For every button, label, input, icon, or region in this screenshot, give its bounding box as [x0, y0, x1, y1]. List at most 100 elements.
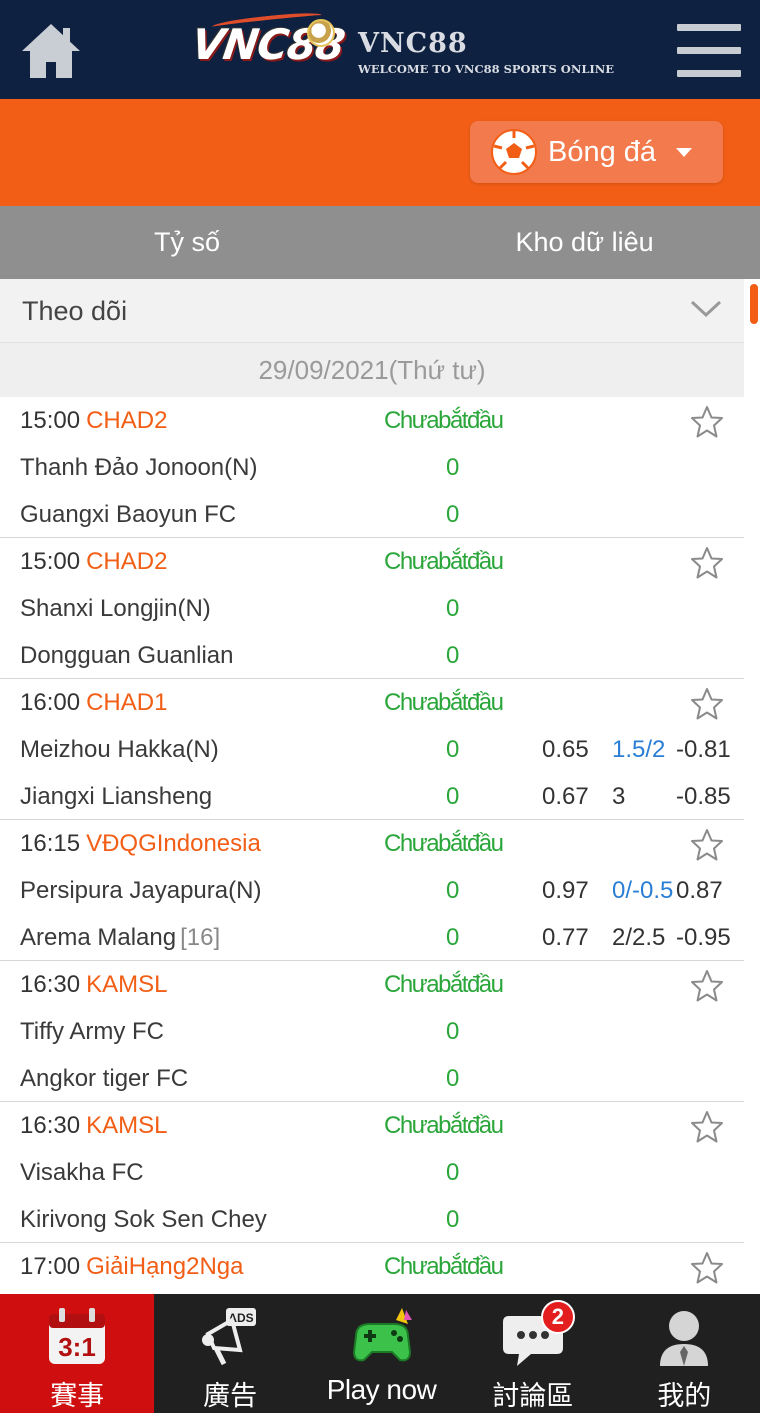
home-team-name[interactable]: Shanxi Longjin(N)	[20, 595, 211, 622]
tab-scores[interactable]: Tỷ số	[154, 227, 221, 257]
nav-ads[interactable]: ADS 廣告	[154, 1294, 305, 1413]
home-team-line: Tiffy Army FC	[20, 1018, 168, 1046]
home-score: 0	[446, 595, 460, 622]
match-row[interactable]: 16:30 KAMSL Chưabắtđầu Visakha FC 0 Kirivong …	[0, 1102, 744, 1243]
nav-forum[interactable]: 2 討論區	[457, 1294, 608, 1413]
odds-away-2[interactable]: -0.95	[676, 924, 731, 951]
away-team-line: Dongguan Guanlian	[20, 642, 238, 670]
home-team-name[interactable]: Visakha FC	[20, 1159, 144, 1186]
main-tabs: Tỷ số Kho dữ liêu	[0, 206, 760, 279]
nav-play-now[interactable]: Play now	[306, 1294, 457, 1413]
nav-profile[interactable]: 我的	[609, 1294, 760, 1413]
chevron-down-icon	[690, 300, 722, 318]
home-team-line: Meizhou Hakka(N)	[20, 736, 223, 764]
odds-away-handicap[interactable]: 3	[612, 783, 626, 810]
league-name[interactable]: CHAD2	[86, 548, 168, 575]
user-profile-icon	[652, 1306, 716, 1368]
odds-away-1[interactable]: 0.67	[542, 783, 589, 810]
home-team-line: Visakha FC	[20, 1159, 148, 1187]
away-score: 0	[446, 924, 460, 951]
nav-label: 我的	[657, 1381, 712, 1412]
match-time: 16:00	[20, 689, 81, 716]
favorite-star-icon[interactable]	[690, 828, 724, 862]
home-team-name[interactable]: Persipura Jayapura(N)	[20, 877, 262, 904]
logo-tagline: WELCOME TO VNC88 SPORTS ONLINE	[358, 62, 615, 76]
match-header: 16:15 VĐQGIndonesia	[20, 830, 261, 858]
favorite-star-icon[interactable]	[690, 687, 724, 721]
favorite-star-icon[interactable]	[690, 405, 724, 439]
away-team-name[interactable]: Kirivong Sok Sen Chey	[20, 1206, 267, 1233]
away-team-line: Jiangxi Liansheng	[20, 783, 216, 811]
odds-away-1[interactable]: 0.77	[542, 924, 589, 951]
match-header: 16:30 KAMSL	[20, 1112, 167, 1140]
date-header: 29/09/2021(Thứ tư)	[0, 343, 744, 397]
calendar-score-text: 3:1	[58, 1332, 96, 1362]
away-team-line: Kirivong Sok Sen Chey	[20, 1206, 271, 1234]
away-team-name[interactable]: Guangxi Baoyun FC	[20, 501, 237, 528]
calendar-score-icon: 3:1	[45, 1306, 109, 1368]
home-score: 0	[446, 877, 460, 904]
match-status: Chưabắtđầu	[384, 830, 504, 857]
home-score: 0	[446, 1018, 460, 1045]
favorite-star-icon[interactable]	[690, 1110, 724, 1144]
home-team-line: Shanxi Longjin(N)	[20, 595, 215, 623]
match-list: 15:00 CHAD2 Chưabắtđầu Thanh Đảo Jonoon(N) 0…	[0, 397, 744, 1384]
league-name[interactable]: KAMSL	[86, 971, 168, 998]
away-team-line: Arema Malang [16]	[20, 924, 220, 952]
follow-toggle-row[interactable]: Theo dõi	[0, 279, 744, 343]
match-time: 16:30	[20, 1112, 81, 1139]
match-row[interactable]: 15:00 CHAD2 Chưabắtđầu Thanh Đảo Jonoon(N) 0…	[0, 397, 744, 538]
odds-home-1[interactable]: 0.65	[542, 736, 589, 763]
home-team-name[interactable]: Tiffy Army FC	[20, 1018, 164, 1045]
match-status: Chưabắtđầu	[384, 1253, 504, 1280]
match-row[interactable]: 16:15 VĐQGIndonesia Chưabắtđầu Persipura Ja…	[0, 820, 744, 961]
match-row[interactable]: 16:30 KAMSL Chưabắtđầu Tiffy Army FC 0 Angkor…	[0, 961, 744, 1102]
away-team-rank: [16]	[180, 924, 221, 951]
home-team-name[interactable]: Meizhou Hakka(N)	[20, 736, 219, 763]
match-status: Chưabắtđầu	[384, 971, 504, 998]
home-team-line: Thanh Đảo Jonoon(N)	[20, 454, 261, 482]
home-icon[interactable]	[20, 20, 82, 82]
away-team-name[interactable]: Arema Malang	[20, 924, 177, 951]
favorite-star-icon[interactable]	[690, 546, 724, 580]
logo-name: VNC88	[358, 28, 468, 59]
odds-away-2[interactable]: -0.85	[676, 783, 731, 810]
away-team-name[interactable]: Dongguan Guanlian	[20, 642, 234, 669]
away-team-name[interactable]: Jiangxi Liansheng	[20, 783, 213, 810]
tab-database[interactable]: Kho dữ liêu	[515, 227, 654, 257]
scrollbar-thumb[interactable]	[750, 284, 758, 324]
match-status: Chưabắtđầu	[384, 689, 504, 716]
soccer-ball-icon	[491, 129, 537, 175]
odds-home-handicap[interactable]: 1.5/2	[612, 736, 666, 763]
hamburger-menu-icon[interactable]	[677, 24, 741, 78]
league-name[interactable]: GiảiHạng2Nga	[86, 1253, 244, 1280]
site-logo[interactable]: VNC88 VNC88 WELCOME TO VNC88 SPORTS ONLI…	[189, 10, 614, 86]
home-score: 0	[446, 1159, 460, 1186]
favorite-star-icon[interactable]	[690, 969, 724, 1003]
gamepad-icon	[350, 1306, 414, 1368]
league-name[interactable]: CHAD1	[86, 689, 168, 716]
odds-away-handicap[interactable]: 2/2.5	[612, 924, 666, 951]
nav-label: 討論區	[492, 1381, 574, 1412]
match-status: Chưabắtđầu	[384, 548, 504, 575]
favorite-star-icon[interactable]	[690, 1251, 724, 1285]
league-name[interactable]: VĐQGIndonesia	[86, 830, 261, 857]
nav-matches[interactable]: 3:1 賽事	[0, 1294, 155, 1413]
home-team-line: Persipura Jayapura(N)	[20, 877, 265, 905]
odds-home-2[interactable]: 0.87	[676, 877, 723, 904]
nav-label: 廣告	[203, 1381, 258, 1412]
match-row[interactable]: 16:00 CHAD1 Chưabắtđầu Meizhou Hakka(N) 0 0.6…	[0, 679, 744, 820]
match-row[interactable]: 15:00 CHAD2 Chưabắtđầu Shanxi Longjin(N) 0 Do…	[0, 538, 744, 679]
odds-home-handicap[interactable]: 0/-0.5	[612, 877, 674, 904]
league-name[interactable]: KAMSL	[86, 1112, 168, 1139]
odds-home-2[interactable]: -0.81	[676, 736, 731, 763]
match-row[interactable]: 17:00 GiảiHạng2Nga Chưabắtđầu	[0, 1243, 744, 1384]
away-team-name[interactable]: Angkor tiger FC	[20, 1065, 189, 1092]
home-team-name[interactable]: Thanh Đảo Jonoon(N)	[20, 454, 258, 481]
sport-selector-button[interactable]: Bóng đá	[470, 121, 723, 183]
away-score: 0	[446, 783, 460, 810]
match-header: 16:30 KAMSL	[20, 971, 167, 999]
ads-megaphone-icon: ADS	[198, 1306, 262, 1368]
odds-home-1[interactable]: 0.97	[542, 877, 589, 904]
league-name[interactable]: CHAD2	[86, 407, 168, 434]
